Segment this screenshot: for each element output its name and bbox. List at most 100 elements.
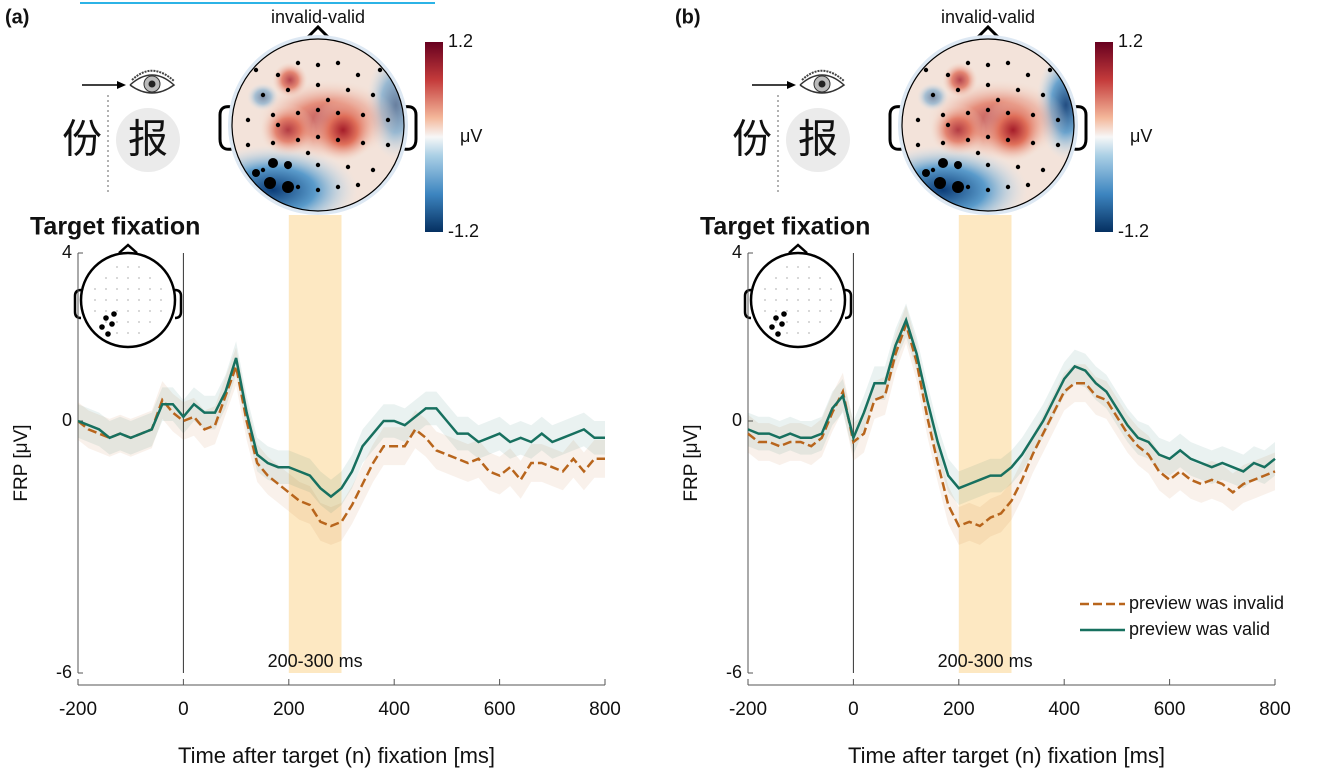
legend-label: preview was valid — [1129, 619, 1270, 639]
electrode — [940, 140, 946, 146]
arrow-head — [787, 81, 796, 89]
y-tick-label: -6 — [726, 662, 742, 682]
electrode — [819, 310, 821, 312]
electrode — [764, 299, 766, 301]
electrode — [355, 182, 361, 188]
electrode — [335, 60, 341, 66]
electrode-highlight — [954, 161, 962, 169]
electrode — [335, 184, 341, 190]
electrode — [808, 277, 810, 279]
red-region — [272, 62, 308, 98]
electrode — [285, 87, 291, 93]
electrode — [819, 321, 821, 323]
colorbar-tick-label: 1.2 — [1118, 31, 1143, 51]
electrode — [955, 87, 961, 93]
blue-region — [232, 145, 358, 211]
electrode — [160, 288, 162, 290]
fixation-circle — [786, 108, 850, 172]
electrode — [940, 112, 946, 118]
head-ear — [174, 288, 183, 320]
electrode — [138, 266, 140, 268]
head-nose — [974, 24, 1002, 41]
electrode — [360, 112, 366, 118]
x-tick-label: 200 — [943, 699, 975, 720]
electrode — [775, 321, 777, 323]
electrode — [808, 299, 810, 301]
electrode — [975, 150, 981, 156]
topomap — [232, 39, 404, 211]
electrode — [260, 92, 266, 98]
colorbar-label: μV — [1130, 126, 1152, 146]
electrode — [775, 310, 777, 312]
blue-region — [902, 145, 1028, 211]
electrode — [94, 288, 96, 290]
electrode — [149, 310, 151, 312]
target-character: 报 — [798, 118, 838, 162]
x-tick-label: 200 — [273, 699, 305, 720]
electrode — [127, 299, 129, 301]
head-nose — [788, 243, 808, 254]
electrode — [786, 277, 788, 279]
electrode-highlight — [284, 161, 292, 169]
head-ear — [218, 105, 233, 151]
electrode-highlight — [775, 331, 781, 337]
electrode — [138, 321, 140, 323]
electrode — [105, 321, 107, 323]
electrode — [1047, 67, 1053, 73]
red-region — [311, 98, 375, 162]
electrode — [149, 288, 151, 290]
electrode — [1025, 72, 1031, 78]
electrode — [149, 299, 151, 301]
electrode — [923, 67, 929, 73]
electrode — [819, 288, 821, 290]
electrode — [1055, 117, 1061, 123]
electrode — [127, 332, 129, 334]
electrode — [149, 321, 151, 323]
electrode — [105, 277, 107, 279]
electrode — [105, 310, 107, 312]
x-axis-label: Time after target (n) fixation [ms] — [848, 743, 1165, 768]
x-tick-label: -200 — [59, 699, 97, 720]
electrode — [260, 167, 266, 173]
electrode — [160, 310, 162, 312]
x-tick-label: 0 — [848, 699, 859, 720]
electrode — [138, 310, 140, 312]
electrode — [797, 277, 799, 279]
preview-character: 份 — [62, 118, 102, 162]
electrode — [1040, 167, 1046, 173]
colorbar — [1095, 42, 1113, 232]
electrode — [94, 310, 96, 312]
electrode-highlight — [934, 177, 946, 189]
electrode — [127, 288, 129, 290]
x-tick-label: 800 — [589, 699, 621, 720]
chart-title: Target fixation — [30, 213, 200, 241]
electrode — [138, 288, 140, 290]
electrode-highlight — [282, 181, 294, 193]
electrode — [965, 137, 971, 143]
electrode — [830, 310, 832, 312]
time-window — [288, 215, 342, 673]
electrode — [775, 288, 777, 290]
electrode — [385, 117, 391, 123]
electrode — [985, 62, 991, 68]
electrode — [786, 299, 788, 301]
y-tick-label: 0 — [732, 410, 742, 430]
electrode — [355, 72, 361, 78]
electrode — [116, 288, 118, 290]
electrode — [105, 299, 107, 301]
electrode — [786, 321, 788, 323]
head-ear — [844, 288, 853, 320]
colorbar-tick-label: 1.2 — [448, 31, 473, 51]
electrode-highlight — [109, 321, 115, 327]
electrode — [127, 321, 129, 323]
eye-lashes — [131, 69, 175, 82]
electrode — [797, 288, 799, 290]
electrode — [1005, 137, 1011, 143]
electrode — [345, 87, 351, 93]
window-annotation: 200-300 ms — [268, 651, 363, 671]
electrode-highlight — [103, 315, 109, 321]
electrode — [127, 277, 129, 279]
electrode — [127, 266, 129, 268]
colorbar-tick-label: -1.2 — [1118, 221, 1149, 241]
